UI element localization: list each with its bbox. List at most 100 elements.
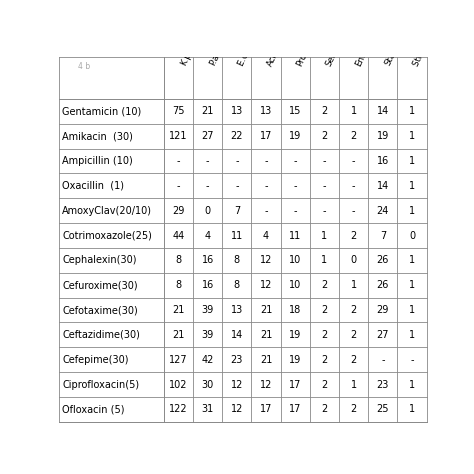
Text: 75: 75 [172,106,185,116]
Text: 4 b: 4 b [78,63,90,72]
Text: Staph.a: Staph.a [383,34,405,67]
Text: 1: 1 [409,380,415,390]
Text: 1: 1 [409,131,415,141]
Text: 11: 11 [289,230,301,240]
Text: 2: 2 [321,106,328,116]
Text: 26: 26 [377,280,389,290]
Text: Ofloxacin (5): Ofloxacin (5) [62,404,125,414]
Text: 21: 21 [260,305,272,315]
Text: -: - [206,181,210,191]
Text: 39: 39 [201,305,214,315]
Text: 23: 23 [377,380,389,390]
Text: 1: 1 [409,156,415,166]
Text: 10: 10 [289,255,301,265]
Text: 39: 39 [201,330,214,340]
Text: Acineto: Acineto [266,34,288,67]
Text: 1: 1 [409,305,415,315]
Text: 11: 11 [231,230,243,240]
Text: 21: 21 [173,305,185,315]
Text: 22: 22 [231,131,243,141]
Text: 1: 1 [409,181,415,191]
Text: -: - [352,156,356,166]
Text: 1: 1 [409,255,415,265]
Text: 1: 1 [409,206,415,216]
Text: 10: 10 [289,280,301,290]
Text: 30: 30 [201,380,214,390]
Text: 2: 2 [350,305,357,315]
Text: -: - [352,206,356,216]
Text: Cefuroxime(30): Cefuroxime(30) [62,280,138,290]
Text: 12: 12 [260,380,272,390]
Text: E.coli (: E.coli ( [237,37,257,67]
Text: 16: 16 [377,156,389,166]
Text: 16: 16 [201,280,214,290]
Text: 2: 2 [321,305,328,315]
Text: 4: 4 [263,230,269,240]
Text: 1: 1 [351,106,357,116]
Text: 24: 24 [377,206,389,216]
Text: 13: 13 [231,305,243,315]
Text: 27: 27 [201,131,214,141]
Text: 19: 19 [289,131,301,141]
Text: 27: 27 [376,330,389,340]
Text: -: - [410,355,414,365]
Text: Enterob: Enterob [354,33,376,67]
Text: Ampicillin (10): Ampicillin (10) [62,156,133,166]
Text: 1: 1 [409,404,415,414]
Text: K.pneu: K.pneu [179,36,200,67]
Text: 2: 2 [321,355,328,365]
Text: 12: 12 [260,255,272,265]
Text: 2: 2 [321,380,328,390]
Text: 19: 19 [377,131,389,141]
Text: 29: 29 [173,206,185,216]
Text: Str. Pne: Str. Pne [412,34,434,67]
Text: 13: 13 [231,106,243,116]
Text: 12: 12 [231,404,243,414]
Text: 1: 1 [409,106,415,116]
Text: -: - [293,156,297,166]
Text: -: - [264,181,268,191]
Text: 31: 31 [201,404,214,414]
Text: Amikacin  (30): Amikacin (30) [62,131,133,141]
Text: 13: 13 [260,106,272,116]
Text: Cefotaxime(30): Cefotaxime(30) [62,305,138,315]
Text: -: - [323,206,326,216]
Text: 17: 17 [260,404,272,414]
Text: 21: 21 [260,355,272,365]
Text: 8: 8 [175,255,182,265]
Text: 8: 8 [234,255,240,265]
Text: Proteus: Proteus [295,34,317,67]
Text: 19: 19 [289,355,301,365]
Text: -: - [264,156,268,166]
Text: 2: 2 [321,280,328,290]
Text: 25: 25 [376,404,389,414]
Text: -: - [323,181,326,191]
Text: 21: 21 [260,330,272,340]
Text: 102: 102 [169,380,188,390]
Text: 17: 17 [289,404,301,414]
Text: -: - [177,181,180,191]
Text: 122: 122 [169,404,188,414]
Text: -: - [206,156,210,166]
Text: 1: 1 [351,380,357,390]
Text: -: - [235,181,238,191]
Text: 7: 7 [234,206,240,216]
Text: 16: 16 [201,255,214,265]
Text: 2: 2 [321,404,328,414]
Text: 26: 26 [377,255,389,265]
Text: Serratia: Serratia [325,33,347,67]
Text: -: - [323,156,326,166]
Text: -: - [293,181,297,191]
Text: Ceftazidime(30): Ceftazidime(30) [62,330,140,340]
Text: -: - [177,156,180,166]
Text: 4: 4 [205,230,211,240]
Text: 0: 0 [205,206,211,216]
Text: 15: 15 [289,106,301,116]
Text: Ciprofloxacin(5): Ciprofloxacin(5) [62,380,139,390]
Text: 17: 17 [260,131,272,141]
Text: 2: 2 [350,230,357,240]
Text: 0: 0 [409,230,415,240]
Text: Cephalexin(30): Cephalexin(30) [62,255,137,265]
Text: 44: 44 [173,230,185,240]
Text: 12: 12 [231,380,243,390]
